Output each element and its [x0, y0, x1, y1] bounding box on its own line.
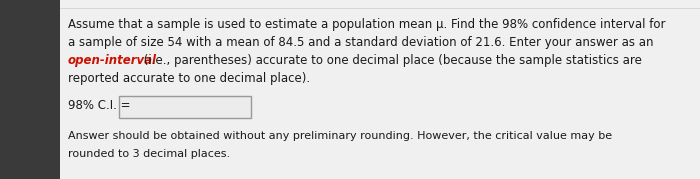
Text: a sample of size 54 with a mean of 84.5 and a standard deviation of 21.6. Enter : a sample of size 54 with a mean of 84.5 … — [67, 36, 653, 49]
Text: rounded to 3 decimal places.: rounded to 3 decimal places. — [67, 149, 230, 159]
Text: Assume that a sample is used to estimate a population mean μ. Find the 98% confi: Assume that a sample is used to estimate… — [67, 18, 665, 31]
Text: reported accurate to one decimal place).: reported accurate to one decimal place). — [67, 72, 309, 85]
Text: Answer should be obtained without any preliminary rounding. However, the critica: Answer should be obtained without any pr… — [67, 131, 612, 141]
Text: (i.e., parentheses) accurate to one decimal place (because the sample statistics: (i.e., parentheses) accurate to one deci… — [139, 54, 641, 67]
Text: 98% C.I. =: 98% C.I. = — [67, 99, 130, 112]
FancyBboxPatch shape — [118, 96, 251, 118]
Text: open-interval: open-interval — [67, 54, 157, 67]
Bar — [0, 0, 60, 179]
